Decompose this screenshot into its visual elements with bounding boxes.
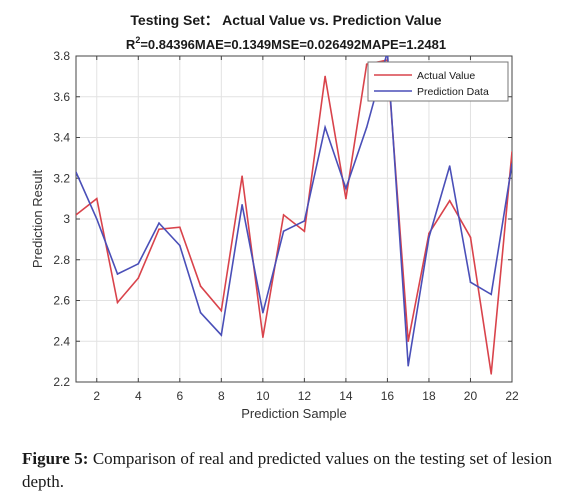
data-point bbox=[324, 75, 326, 78]
data-point bbox=[241, 175, 243, 178]
y-tick-label: 3.6 bbox=[53, 90, 70, 104]
data-point bbox=[262, 336, 264, 338]
subtitle-r: R bbox=[126, 37, 136, 52]
data-point bbox=[324, 126, 326, 129]
x-tick-label: 12 bbox=[298, 389, 312, 403]
data-point bbox=[428, 236, 430, 239]
data-point bbox=[303, 230, 306, 233]
y-tick-label: 2.6 bbox=[53, 294, 70, 308]
data-point bbox=[407, 364, 409, 367]
x-tick-label: 20 bbox=[464, 389, 478, 403]
data-point bbox=[137, 263, 140, 265]
x-tick-label: 22 bbox=[505, 389, 519, 403]
data-point bbox=[345, 197, 347, 200]
x-tick-label: 18 bbox=[422, 389, 436, 403]
data-point bbox=[345, 187, 347, 190]
data-point bbox=[220, 334, 223, 336]
legend: Actual Value Prediction Data bbox=[367, 61, 509, 102]
data-point bbox=[95, 218, 98, 220]
x-tick-label: 14 bbox=[339, 389, 353, 403]
y-tick-label: 3.2 bbox=[53, 171, 70, 185]
data-point bbox=[490, 373, 493, 375]
caption-text: Comparison of real and predicted values … bbox=[22, 449, 552, 491]
y-tick-label: 2.2 bbox=[53, 375, 70, 389]
data-point bbox=[220, 309, 223, 312]
data-point bbox=[179, 226, 181, 228]
data-point bbox=[407, 340, 409, 343]
data-point bbox=[448, 199, 451, 202]
grid bbox=[76, 55, 513, 383]
data-point bbox=[76, 171, 77, 173]
data-point bbox=[303, 220, 306, 222]
legend-label-actual: Actual Value bbox=[417, 70, 475, 82]
data-point bbox=[199, 311, 202, 314]
data-point bbox=[448, 165, 451, 167]
data-point bbox=[365, 126, 368, 129]
y-tick-label: 3.8 bbox=[53, 49, 70, 63]
x-axis-label: Prediction Sample bbox=[241, 406, 347, 421]
x-tick-label: 4 bbox=[135, 389, 142, 403]
legend-box bbox=[367, 61, 509, 102]
x-tick-label: 16 bbox=[381, 389, 395, 403]
y-tick-label: 3 bbox=[63, 212, 70, 226]
figure-caption: Figure 5: Comparison of real and predict… bbox=[22, 447, 552, 493]
x-tick-label: 8 bbox=[218, 389, 225, 403]
x-tick-label: 10 bbox=[256, 389, 270, 403]
chart: Testing Set： Actual Value vs. Prediction… bbox=[30, 12, 519, 421]
data-point bbox=[116, 273, 119, 275]
data-point bbox=[199, 285, 202, 288]
data-point bbox=[511, 163, 512, 165]
series-line-actual-value bbox=[76, 59, 512, 374]
y-tick-label: 2.4 bbox=[53, 334, 70, 348]
subtitle-r-superscript: 2 bbox=[135, 35, 140, 45]
axis-ticks: 2 4 6 8 10 12 14 16 18 20 22 2.2 2.4 2.6 2.8 3 3.2 3.4 3.6… bbox=[53, 49, 519, 403]
data-point bbox=[511, 150, 512, 153]
data-point bbox=[116, 301, 119, 304]
data-point bbox=[76, 214, 77, 216]
data-point bbox=[262, 311, 264, 314]
chart-title: Testing Set： Actual Value vs. Prediction… bbox=[130, 12, 441, 28]
x-tick-label: 6 bbox=[176, 389, 183, 403]
data-point bbox=[158, 222, 160, 224]
data-point bbox=[469, 236, 472, 239]
y-tick-label: 3.4 bbox=[53, 131, 70, 145]
data-point bbox=[365, 63, 368, 65]
subtitle-metrics: =0.84396MAE=0.1349MSE=0.026492MAPE=1.248… bbox=[140, 37, 446, 52]
data-point bbox=[490, 293, 493, 296]
legend-label-prediction: Prediction Data bbox=[417, 86, 489, 98]
data-point bbox=[158, 228, 160, 230]
series-lines bbox=[76, 56, 512, 375]
data-point bbox=[282, 230, 285, 233]
series-line-prediction-data bbox=[76, 56, 512, 366]
x-tick-label: 2 bbox=[93, 389, 100, 403]
data-point bbox=[241, 203, 243, 206]
data-point bbox=[179, 244, 181, 247]
data-point bbox=[95, 197, 98, 200]
data-point bbox=[469, 281, 472, 283]
y-axis-label: Prediction Result bbox=[30, 169, 45, 268]
chart-subtitle: R2=0.84396MAE=0.1349MSE=0.026492MAPE=1.2… bbox=[126, 35, 446, 52]
data-point bbox=[137, 277, 140, 279]
y-tick-label: 2.8 bbox=[53, 253, 70, 267]
data-point bbox=[282, 214, 285, 216]
caption-label: Figure 5: bbox=[22, 449, 89, 468]
